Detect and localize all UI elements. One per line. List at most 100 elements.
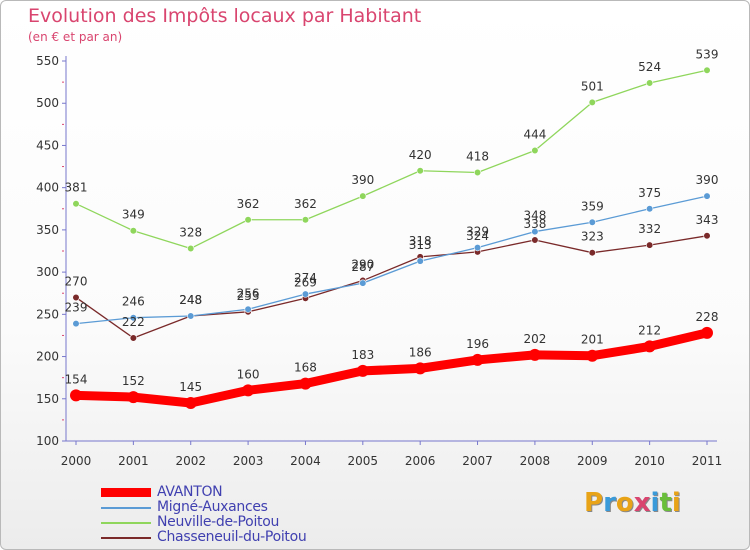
- data-label-chasseneuil-du-poitou: 343: [696, 213, 719, 227]
- logo-letter: x: [633, 488, 651, 518]
- logo-letter: r: [603, 488, 616, 518]
- data-label-mign-auxances: 313: [409, 238, 432, 252]
- logo-letter: P: [584, 488, 604, 518]
- data-label-avanton: 168: [294, 361, 317, 375]
- data-point-neuville-de-poitou: [187, 244, 195, 253]
- y-tick-label: 100: [36, 434, 59, 448]
- data-point-neuville-de-poitou: [531, 146, 539, 155]
- y-tick-label: 450: [36, 138, 59, 152]
- logo-letter: t: [659, 488, 672, 518]
- data-point-chasseneuil-du-poitou: [588, 249, 596, 257]
- legend-swatch-avanton: [101, 488, 151, 497]
- data-point-avanton: [127, 391, 140, 404]
- data-label-chasseneuil-du-poitou: 222: [122, 315, 145, 329]
- data-point-neuville-de-poitou: [646, 79, 654, 87]
- data-label-avanton: 212: [638, 323, 661, 337]
- legend-swatch-migne-auxances: [101, 507, 151, 509]
- data-label-mign-auxances: 246: [122, 295, 145, 309]
- data-label-chasseneuil-du-poitou: 332: [638, 222, 661, 236]
- data-label-mign-auxances: 375: [638, 186, 661, 200]
- y-tick-label: 250: [36, 307, 59, 321]
- x-tick-label: 2007: [462, 454, 493, 468]
- legend-label-avanton: AVANTON: [157, 484, 223, 500]
- data-label-avanton: 183: [351, 348, 374, 362]
- data-point-neuville-de-poitou: [473, 168, 482, 177]
- data-label-chasseneuil-du-poitou: 338: [523, 217, 546, 231]
- data-label-neuville-de-poitou: 349: [122, 208, 145, 222]
- series-line-neuville-de-poitou: [75, 69, 708, 250]
- data-label-neuville-de-poitou: 524: [638, 60, 661, 74]
- data-label-neuville-de-poitou: 444: [523, 128, 546, 142]
- y-tick-label: 150: [36, 392, 59, 406]
- x-tick-label: 2000: [61, 454, 92, 468]
- y-tick-label: 400: [36, 181, 59, 195]
- x-tick-label: 2003: [233, 454, 264, 468]
- data-point-avanton: [242, 384, 255, 397]
- legend-swatch-chasseneuil-du-poitou: [101, 537, 151, 539]
- data-point-mign-auxances: [703, 192, 711, 200]
- data-point-avanton: [356, 364, 369, 377]
- legend-label-migne-auxances: Migné-Auxances: [157, 499, 268, 515]
- chart-title: Evolution des Impôts locaux par Habitant: [28, 5, 422, 27]
- data-label-mign-auxances: 348: [523, 209, 546, 223]
- data-label-chasseneuil-du-poitou: 248: [179, 293, 202, 307]
- data-point-neuville-de-poitou: [129, 227, 137, 235]
- series-layer: [70, 66, 713, 409]
- data-label-neuville-de-poitou: 418: [466, 149, 489, 163]
- data-label-chasseneuil-du-poitou: 318: [409, 234, 432, 248]
- logo-letter: i: [671, 488, 681, 518]
- data-point-neuville-de-poitou: [244, 216, 252, 224]
- data-label-avanton: 202: [523, 332, 546, 346]
- x-tick-label: 2011: [692, 454, 723, 468]
- data-point-neuville-de-poitou: [703, 66, 711, 74]
- data-point-avanton: [528, 348, 541, 361]
- data-point-mign-auxances: [473, 244, 482, 252]
- data-label-neuville-de-poitou: 362: [294, 197, 317, 211]
- x-tick-label: 2002: [175, 454, 206, 468]
- data-label-chasseneuil-du-poitou: 269: [294, 275, 317, 289]
- data-point-mign-auxances: [187, 312, 195, 320]
- data-label-avanton: 228: [696, 310, 719, 324]
- x-tick-label: 2009: [577, 454, 608, 468]
- x-tick-label: 2005: [348, 454, 379, 468]
- data-point-mign-auxances: [416, 257, 424, 265]
- data-label-neuville-de-poitou: 539: [696, 47, 719, 61]
- data-label-avanton: 160: [237, 367, 260, 381]
- data-point-avanton: [701, 326, 713, 339]
- data-label-mign-auxances: 359: [581, 199, 604, 213]
- y-tick-label: 200: [36, 350, 59, 364]
- x-tick-label: 2006: [405, 454, 436, 468]
- data-point-mign-auxances: [646, 205, 654, 213]
- data-label-neuville-de-poitou: 501: [581, 79, 604, 93]
- data-point-chasseneuil-du-poitou: [129, 334, 137, 342]
- data-point-avanton: [586, 349, 599, 362]
- legend-swatch-neuville-de-poitou: [101, 522, 151, 524]
- data-label-chasseneuil-du-poitou: 290: [351, 258, 374, 272]
- data-label-mign-auxances: 287: [351, 260, 374, 274]
- data-label-mign-auxances: 239: [65, 301, 88, 315]
- data-point-mign-auxances: [244, 305, 252, 313]
- x-tick-label: 2010: [634, 454, 665, 468]
- x-tick-label: 2008: [520, 454, 551, 468]
- series-line-mign-auxances: [75, 195, 708, 325]
- data-point-chasseneuil-du-poitou: [703, 232, 711, 240]
- data-label-chasseneuil-du-poitou: 324: [466, 229, 489, 243]
- axes: 100 150 200 250 300 350 400 450 500 550 2000 2001 20…: [36, 54, 722, 468]
- data-point-mign-auxances: [72, 320, 80, 328]
- legend-label-neuville-de-poitou: Neuville-de-Poitou: [157, 514, 280, 530]
- data-point-neuville-de-poitou: [588, 98, 596, 106]
- series-line-avanton: [71, 328, 712, 408]
- data-point-avanton: [184, 397, 197, 409]
- y-tick-label: 350: [36, 223, 59, 237]
- data-label-mign-auxances: 256: [237, 286, 260, 300]
- data-point-avanton: [643, 340, 656, 353]
- x-tick-label: 2001: [118, 454, 149, 468]
- data-point-mign-auxances: [359, 279, 367, 287]
- data-point-neuville-de-poitou: [416, 167, 424, 175]
- logo-letter: o: [615, 488, 634, 518]
- data-label-avanton: 186: [409, 345, 432, 359]
- data-label-neuville-de-poitou: 328: [179, 225, 202, 239]
- data-point-neuville-de-poitou: [301, 216, 310, 224]
